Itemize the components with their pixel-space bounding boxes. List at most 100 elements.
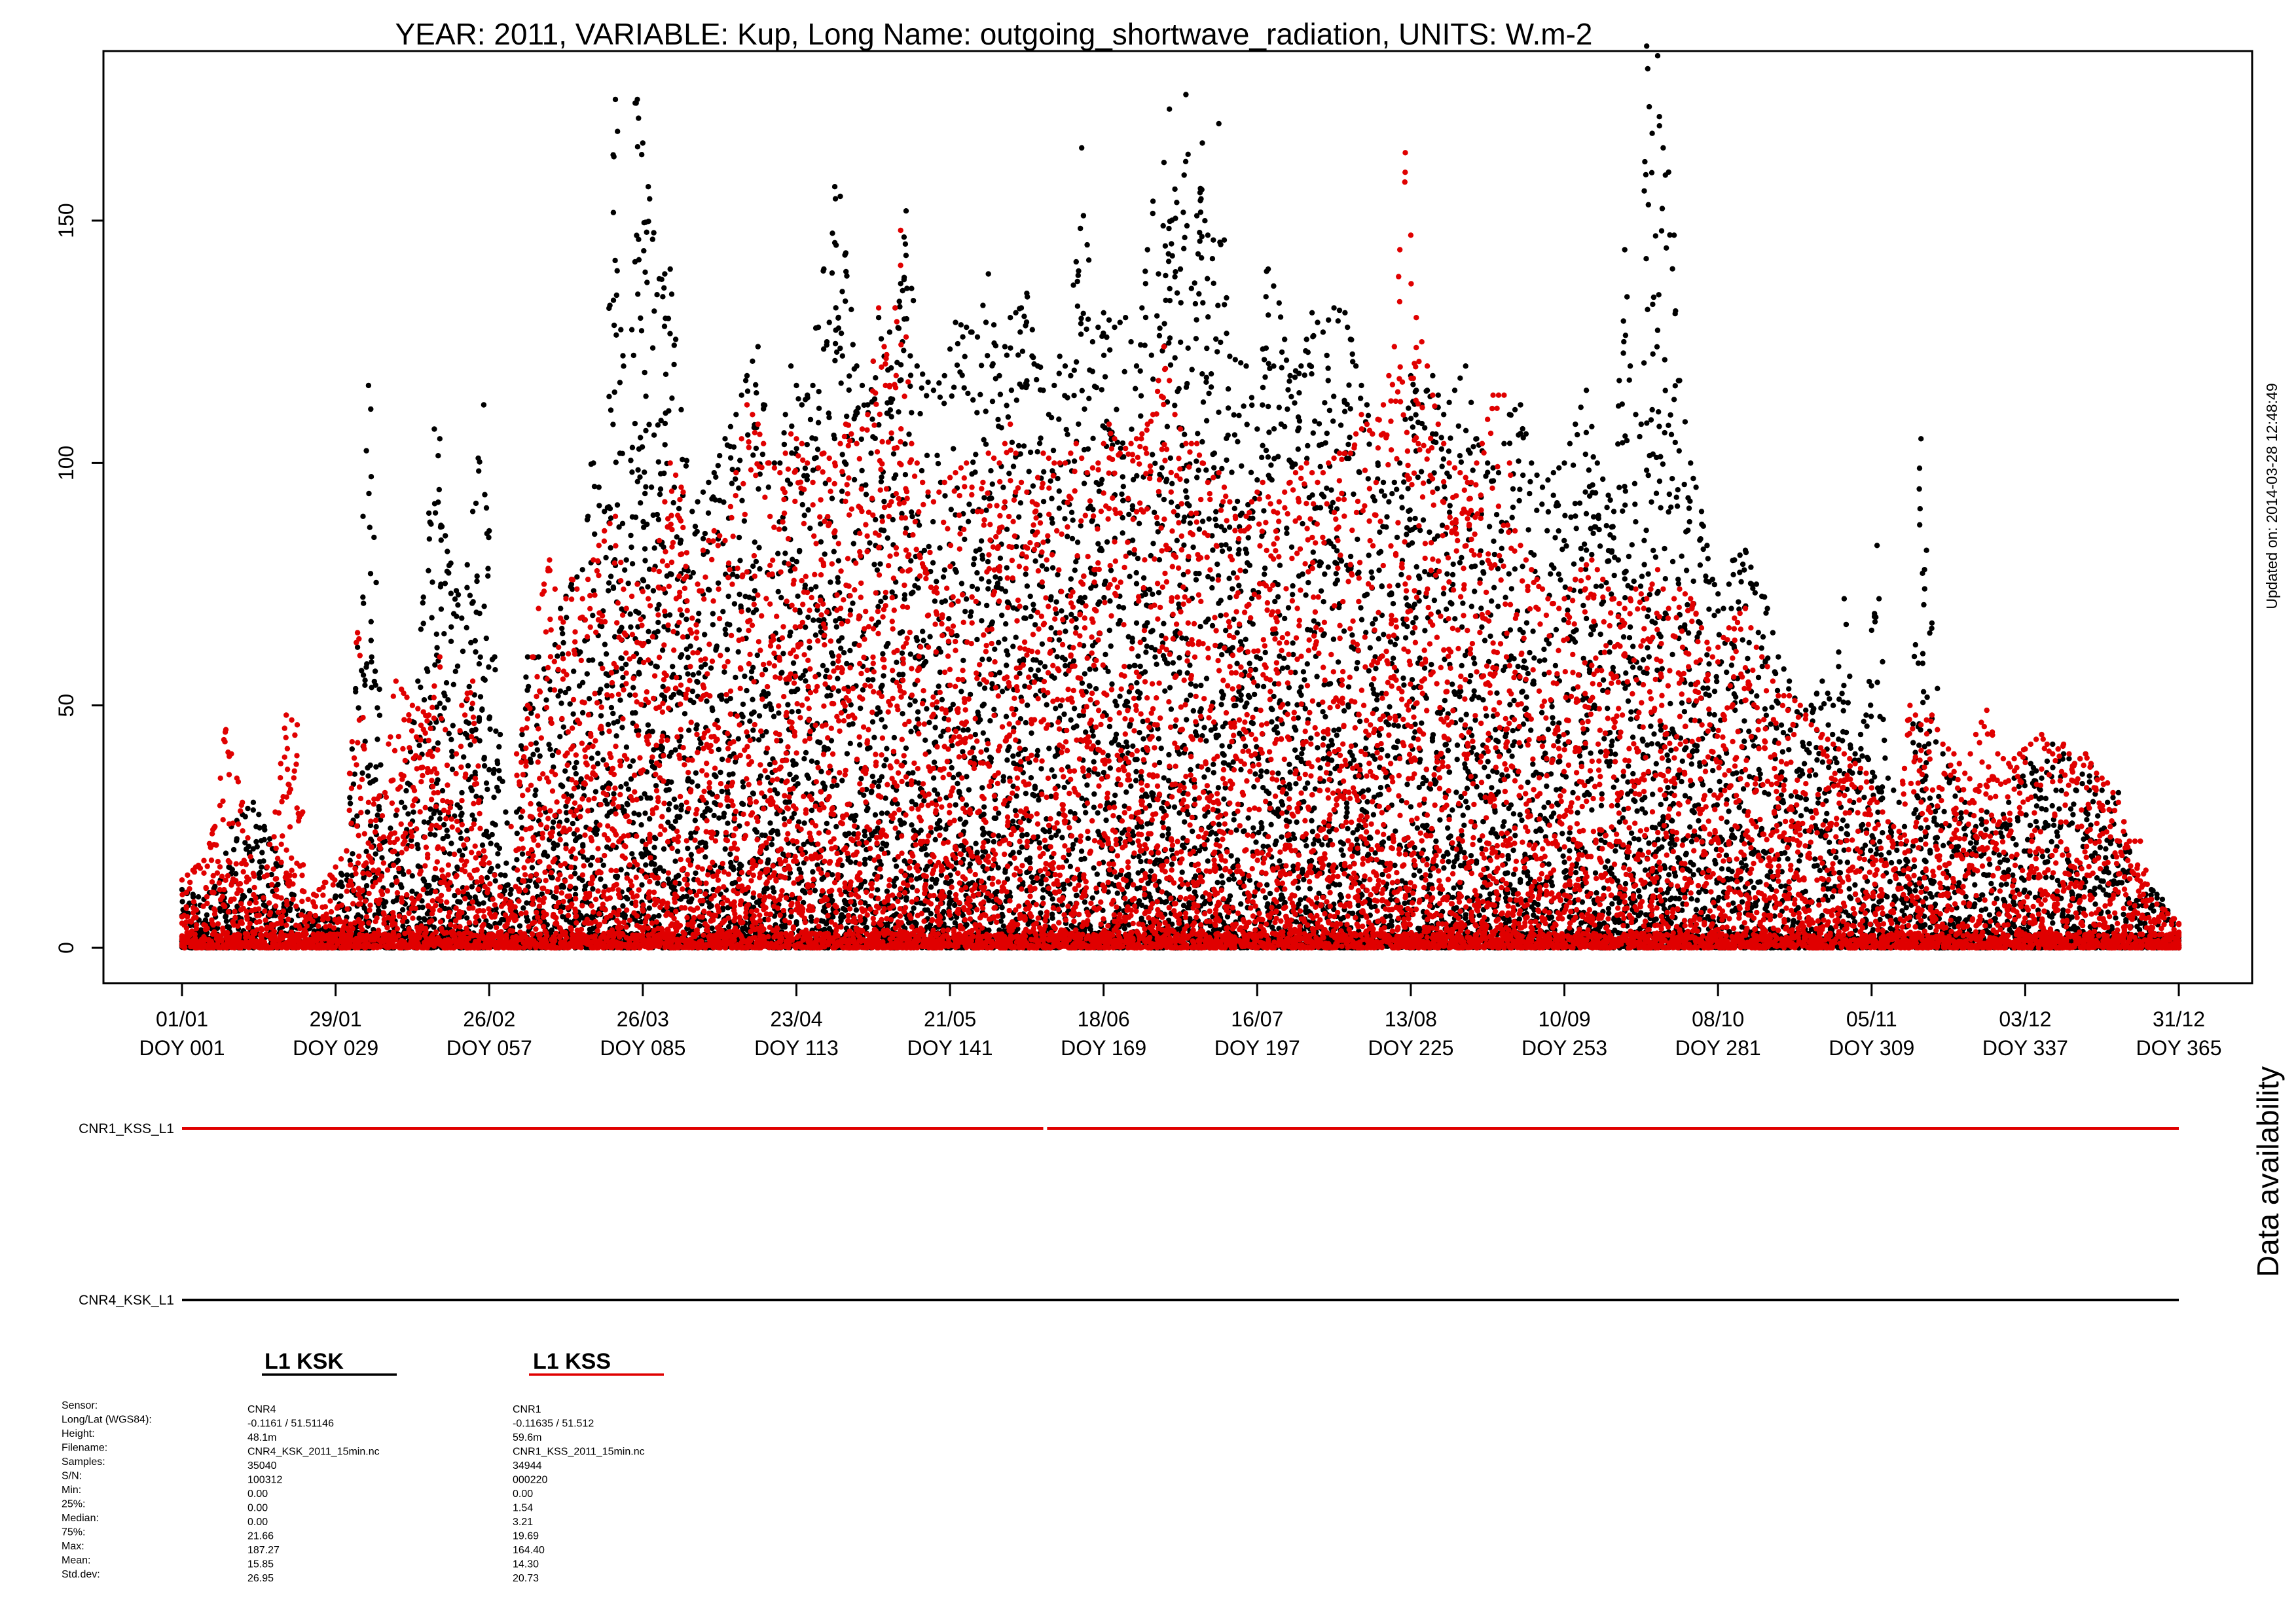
data-point xyxy=(951,446,957,452)
data-point xyxy=(446,851,453,857)
data-point xyxy=(875,784,882,789)
data-point xyxy=(655,516,662,522)
data-point xyxy=(727,696,733,702)
data-point xyxy=(532,792,538,799)
data-point xyxy=(833,624,840,630)
data-point xyxy=(481,763,488,769)
data-point xyxy=(488,865,494,872)
data-point xyxy=(665,627,671,633)
data-point xyxy=(657,486,664,492)
data-point xyxy=(636,670,642,676)
data-point xyxy=(595,750,601,757)
data-point xyxy=(841,650,847,656)
data-point xyxy=(759,451,766,458)
data-point xyxy=(562,768,568,774)
data-point xyxy=(602,641,608,647)
data-point xyxy=(947,346,953,352)
data-point xyxy=(528,710,534,716)
data-point xyxy=(615,719,621,725)
data-point xyxy=(986,657,993,662)
data-point xyxy=(696,611,702,617)
data-point xyxy=(643,484,649,490)
data-point xyxy=(371,534,377,541)
data-point xyxy=(854,410,860,416)
data-point xyxy=(571,668,577,674)
data-point xyxy=(891,734,898,741)
data-point xyxy=(503,882,509,889)
data-point xyxy=(484,786,490,793)
data-point xyxy=(672,747,678,753)
data-point xyxy=(768,707,774,713)
data-point xyxy=(724,647,731,653)
data-point xyxy=(347,801,354,806)
data-point xyxy=(416,742,422,749)
data-point xyxy=(815,324,822,331)
data-point xyxy=(875,825,881,831)
data-point xyxy=(472,638,478,644)
data-point xyxy=(731,601,738,607)
data-point xyxy=(906,431,912,437)
data-point xyxy=(464,562,470,568)
data-point xyxy=(853,812,859,819)
data-point xyxy=(911,905,917,911)
data-point xyxy=(275,881,281,888)
data-point xyxy=(529,865,536,871)
data-point xyxy=(631,810,637,816)
data-point xyxy=(590,886,596,892)
data-point xyxy=(908,729,914,734)
data-point xyxy=(771,460,778,466)
data-point xyxy=(465,720,472,727)
data-point xyxy=(962,536,968,543)
data-point xyxy=(818,539,824,545)
data-point xyxy=(721,499,727,505)
data-point xyxy=(979,785,985,791)
data-point xyxy=(974,334,981,340)
data-point xyxy=(632,420,638,427)
data-point xyxy=(496,845,503,852)
data-point xyxy=(744,388,751,394)
data-point xyxy=(223,850,229,856)
data-point xyxy=(903,253,909,259)
data-point xyxy=(469,509,476,514)
data-point xyxy=(678,406,684,413)
data-point xyxy=(986,579,992,585)
data-point xyxy=(737,591,742,598)
data-point xyxy=(496,744,502,750)
data-point xyxy=(851,416,857,422)
data-point xyxy=(651,844,657,850)
data-point xyxy=(502,873,508,878)
data-point xyxy=(473,500,479,507)
data-point xyxy=(692,531,698,537)
data-point xyxy=(900,711,905,717)
data-point xyxy=(655,422,661,428)
data-point xyxy=(919,467,925,474)
data-point xyxy=(606,504,612,510)
data-point xyxy=(676,814,682,820)
data-point xyxy=(614,502,621,508)
data-point xyxy=(630,758,636,764)
data-point xyxy=(735,736,742,742)
data-point xyxy=(831,184,838,190)
data-point xyxy=(781,441,788,448)
data-point xyxy=(617,450,623,456)
data-point xyxy=(721,669,727,675)
data-point xyxy=(875,315,882,321)
data-point xyxy=(750,452,756,458)
data-point xyxy=(795,593,801,599)
data-point xyxy=(459,789,465,796)
data-point xyxy=(718,769,723,776)
data-point xyxy=(362,677,368,683)
data-point xyxy=(861,792,867,799)
data-point xyxy=(256,812,262,818)
data-point xyxy=(900,629,905,635)
data-point xyxy=(651,308,657,314)
data-point xyxy=(886,329,893,335)
data-point xyxy=(673,804,679,810)
data-point xyxy=(347,795,353,801)
data-point xyxy=(708,665,714,671)
data-point xyxy=(557,688,564,695)
data-point xyxy=(557,734,563,740)
data-point xyxy=(797,609,803,615)
data-point xyxy=(452,668,458,674)
data-point xyxy=(688,852,695,857)
